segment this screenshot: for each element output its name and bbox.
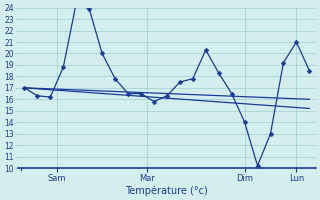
X-axis label: Température (°c): Température (°c) xyxy=(125,185,208,196)
